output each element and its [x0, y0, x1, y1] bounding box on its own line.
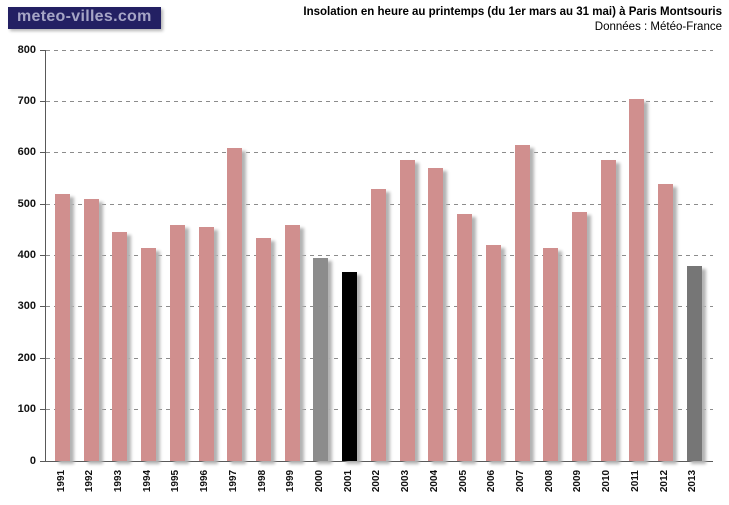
- x-axis-label-2005: 2005: [457, 469, 469, 493]
- bar-1992: [83, 199, 99, 461]
- bar-2008: [543, 247, 559, 461]
- bar-2010: [600, 160, 616, 461]
- bar-2013: [686, 265, 702, 461]
- gridline-600: [46, 152, 713, 154]
- bar-2009: [571, 211, 587, 461]
- y-tick-300: [40, 306, 46, 308]
- y-axis-label-500: 500: [17, 197, 36, 210]
- y-axis-label-700: 700: [17, 94, 36, 107]
- x-axis-label-1991: 1991: [55, 469, 67, 493]
- y-tick-600: [40, 152, 46, 154]
- bar-2000: [313, 258, 329, 461]
- y-tick-700: [40, 100, 46, 102]
- y-tick-800: [40, 49, 46, 51]
- x-axis-label-2011: 2011: [629, 470, 641, 492]
- gridline-700: [46, 100, 713, 102]
- x-axis-label-1998: 1998: [256, 469, 268, 493]
- y-axis-label-800: 800: [17, 43, 36, 56]
- y-axis-label-100: 100: [17, 403, 36, 416]
- x-axis-label-1996: 1996: [199, 469, 211, 493]
- bar-2001: [342, 271, 358, 461]
- bar-2002: [370, 188, 386, 461]
- bar-2003: [399, 160, 415, 461]
- x-axis-label-2012: 2012: [658, 469, 670, 493]
- bar-1993: [112, 232, 128, 461]
- bar-2006: [485, 245, 501, 461]
- bar-1999: [284, 224, 300, 461]
- x-axis-label-2007: 2007: [515, 469, 527, 493]
- x-axis-label-1992: 1992: [84, 469, 96, 493]
- bar-2012: [658, 183, 674, 461]
- x-axis-label-2004: 2004: [428, 469, 440, 493]
- x-axis-label-2013: 2013: [687, 469, 699, 493]
- bar-1997: [227, 147, 243, 461]
- bar-1994: [141, 247, 157, 461]
- y-axis-label-300: 300: [17, 300, 36, 313]
- bar-1991: [55, 193, 70, 461]
- x-axis-label-1994: 1994: [141, 469, 153, 493]
- bar-2011: [629, 98, 645, 461]
- chart-subtitle: Données : Météo-France: [594, 21, 722, 33]
- x-axis-label-2002: 2002: [371, 469, 383, 493]
- x-axis-label-1995: 1995: [170, 469, 182, 493]
- x-axis-label-2008: 2008: [543, 469, 555, 493]
- bar-1998: [256, 237, 272, 461]
- y-axis-label-600: 600: [17, 146, 36, 159]
- x-axis-label-1999: 1999: [285, 469, 297, 493]
- plot-area: [40, 49, 713, 462]
- y-tick-500: [40, 203, 46, 205]
- x-axis-label-2009: 2009: [572, 469, 584, 493]
- bar-2004: [428, 168, 444, 461]
- y-axis-label-0: 0: [29, 454, 36, 467]
- x-axis-label-2003: 2003: [400, 469, 412, 493]
- y-tick-200: [40, 357, 46, 359]
- y-tick-100: [40, 409, 46, 411]
- x-axis-label-2006: 2006: [486, 469, 498, 493]
- x-axis-label-2000: 2000: [313, 469, 325, 493]
- x-axis-label-1993: 1993: [112, 469, 124, 493]
- y-tick-400: [40, 255, 46, 256]
- gridline-800: [46, 49, 713, 51]
- chart-title: Insolation en heure au printemps (du 1er…: [303, 6, 722, 18]
- bar-1996: [198, 227, 214, 461]
- x-axis-label-2001: 2001: [342, 469, 354, 493]
- y-axis-label-200: 200: [17, 351, 36, 364]
- y-axis-label-400: 400: [17, 249, 36, 261]
- meteo-villes-logo[interactable]: meteo-villes.com: [8, 7, 161, 29]
- bar-1995: [169, 224, 185, 461]
- x-axis-label-1997: 1997: [227, 469, 239, 493]
- x-axis-label-2010: 2010: [601, 469, 613, 493]
- bar-2005: [457, 214, 473, 461]
- bar-2007: [514, 145, 530, 461]
- y-tick-0: [40, 460, 46, 462]
